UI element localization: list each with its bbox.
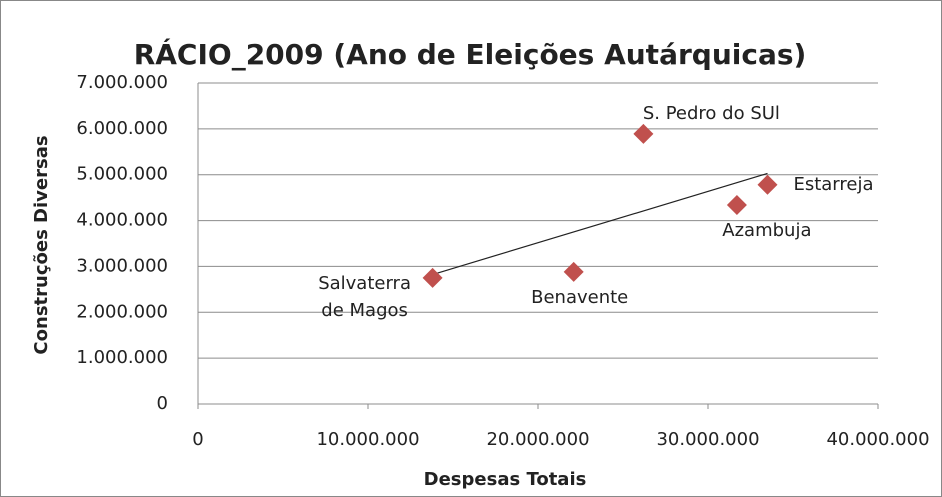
point-label-box: S. Pedro do SUl <box>642 102 780 124</box>
point-label: Azambuja <box>722 219 812 241</box>
point-label: Benavente <box>531 286 629 308</box>
y-tick-label: 0 <box>157 393 168 414</box>
y-tick-label: 3.000.000 <box>76 255 168 276</box>
y-axis-label: Construções Diversas <box>31 135 52 354</box>
y-tick-label: 2.000.000 <box>76 301 168 322</box>
point-label-box: Estarreja <box>793 173 874 195</box>
x-tick-label: 40.000.000 <box>826 429 929 450</box>
x-axis-label: Despesas Totais <box>424 469 587 490</box>
point-label: Estarreja <box>793 173 874 195</box>
point-label-box: Azambuja <box>722 219 812 241</box>
point-label: Salvaterra de Magos <box>318 272 411 321</box>
x-tick-label: 10.000.000 <box>316 429 419 450</box>
x-tick-label: 0 <box>192 429 203 450</box>
y-tick-label: 7.000.000 <box>76 72 168 93</box>
marker <box>422 267 443 288</box>
point-label-box: Salvaterra de Magos <box>318 272 411 321</box>
marker <box>563 261 584 282</box>
x-tick-label: 30.000.000 <box>656 429 759 450</box>
point-label: S. Pedro do SUl <box>642 102 780 124</box>
point-label-box: Benavente <box>531 286 629 308</box>
y-tick-label: 6.000.000 <box>76 118 168 139</box>
marker <box>633 123 654 144</box>
chart-title: RÁCIO_2009 (Ano de Eleições Autárquicas) <box>134 37 807 71</box>
marker <box>726 194 747 215</box>
y-tick-label: 1.000.000 <box>76 347 168 368</box>
y-tick-label: 5.000.000 <box>76 164 168 185</box>
trend-line <box>432 172 768 276</box>
y-tick-label: 4.000.000 <box>76 210 168 231</box>
marker <box>757 174 778 195</box>
x-tick-label: 20.000.000 <box>486 429 589 450</box>
